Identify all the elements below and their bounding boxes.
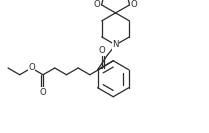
Text: O: O [94, 0, 101, 9]
Text: O: O [40, 88, 46, 97]
Text: O: O [28, 63, 35, 72]
Text: O: O [131, 0, 138, 9]
Text: O: O [98, 46, 105, 55]
Text: N: N [112, 40, 119, 49]
